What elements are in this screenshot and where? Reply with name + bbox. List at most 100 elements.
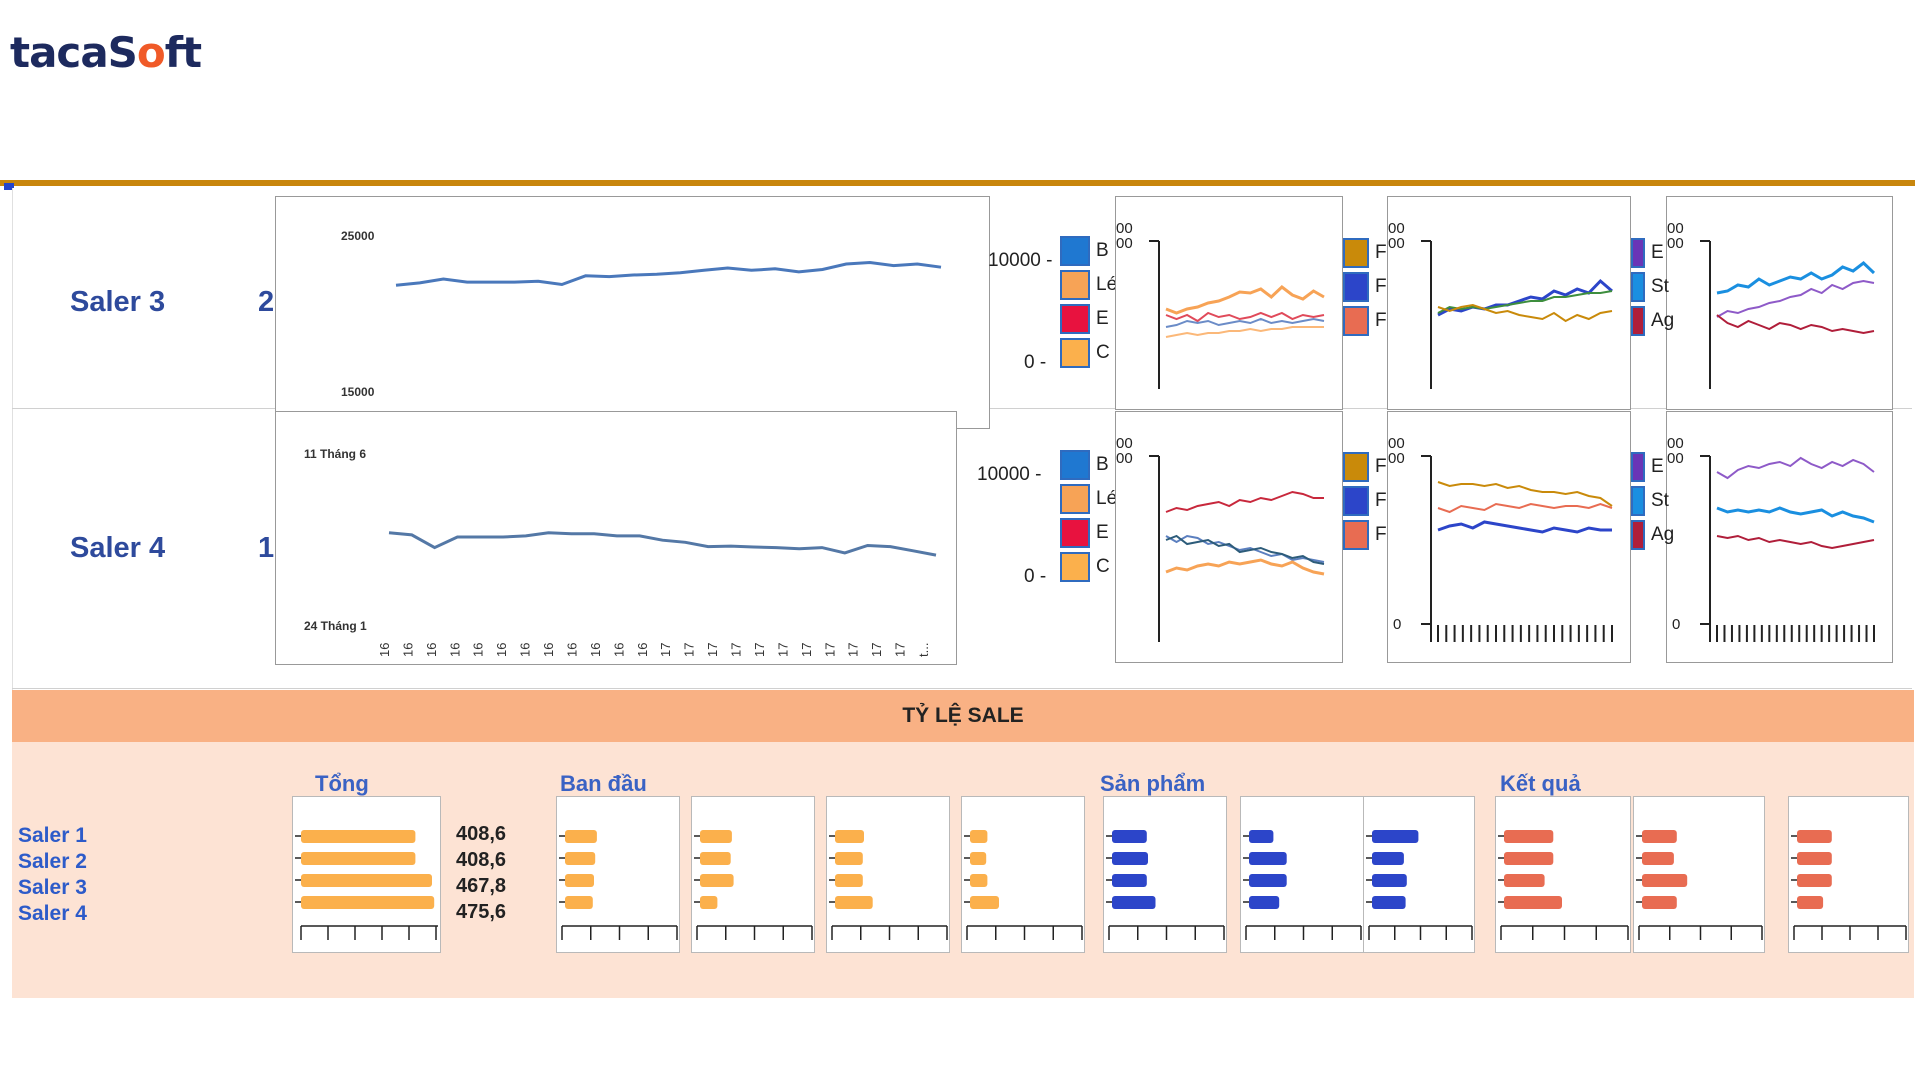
mini-bar-chart[interactable] <box>1240 796 1364 953</box>
axis-label: 00 <box>1388 450 1405 467</box>
legend-label: E <box>1096 308 1109 329</box>
mini-bar <box>1642 874 1688 887</box>
section-title-tong: Tổng <box>315 771 369 796</box>
axis-label: 00 <box>1116 220 1133 237</box>
legend-swatch <box>1060 270 1090 300</box>
mini-bar-chart[interactable] <box>1633 796 1765 953</box>
small-line-chart[interactable]: 00 00 <box>1666 196 1893 410</box>
axis-label: 00 <box>1116 450 1133 467</box>
small-line-chart[interactable]: 00 00 <box>1115 196 1343 410</box>
legend-swatch <box>1343 520 1369 550</box>
axis-label: 0 <box>1672 616 1680 633</box>
legend-swatch <box>1343 272 1369 302</box>
selection-handle[interactable] <box>4 183 14 190</box>
mini-bar <box>700 852 731 865</box>
mini-bar-chart[interactable] <box>1788 796 1909 953</box>
mini-bar-chart[interactable] <box>1495 796 1631 953</box>
total-value: 408,6 <box>456 823 507 845</box>
mini-bar <box>835 852 863 865</box>
line-series <box>388 531 937 557</box>
legend-swatch <box>1343 238 1369 268</box>
series-line <box>1165 534 1325 563</box>
mini-bar-chart[interactable] <box>691 796 815 953</box>
x-tick-label: 16 <box>541 643 556 657</box>
legend-swatch <box>1060 338 1090 368</box>
axis-label: 00 <box>1667 435 1684 452</box>
legend-label: F <box>1375 524 1387 545</box>
mini-bar-chart[interactable] <box>556 796 680 953</box>
mini-bar-chart[interactable] <box>1363 796 1475 953</box>
small-line-chart[interactable]: 00 00 0 <box>1387 411 1631 663</box>
line-chart-saler-4[interactable]: 11 Tháng 6 24 Tháng 1 16 16 16 16 16 16 16 16 16… <box>275 411 957 665</box>
mini-bar <box>700 830 732 843</box>
x-tick-label: 16 <box>518 643 533 657</box>
x-tick-label: 17 <box>729 643 744 657</box>
legend-label: F <box>1375 276 1387 297</box>
axis-label: 00 <box>1116 235 1133 252</box>
mini-bar <box>565 874 594 887</box>
y-axis-top-label: 11 Tháng 6 <box>304 447 367 461</box>
legend-label: F <box>1375 456 1387 477</box>
series-line <box>1165 558 1325 576</box>
legend-label: E <box>1651 242 1664 263</box>
legend-label: F <box>1375 310 1387 331</box>
saler-label: Saler 3 <box>18 876 87 899</box>
legend-label: F <box>1375 490 1387 511</box>
series-line <box>1716 314 1875 335</box>
mini-bar <box>1504 830 1554 843</box>
mini-bar <box>970 874 988 887</box>
mini-bar-chart[interactable] <box>961 796 1085 953</box>
x-tick-label: 17 <box>893 643 908 657</box>
legend-label: F <box>1375 242 1387 263</box>
small-line-chart[interactable]: 00 00 0 <box>1666 411 1893 663</box>
line-chart-saler-3[interactable]: 25000 15000 <box>275 196 990 429</box>
legend-swatch <box>1060 518 1090 548</box>
legend-label: Lé <box>1096 488 1118 509</box>
legend-axis-top: 10000 - <box>977 464 1042 485</box>
legend-axis-bottom: 0 - <box>1024 352 1047 373</box>
legend-swatch <box>1343 306 1369 336</box>
mini-bar <box>1372 852 1404 865</box>
axis-label: 00 <box>1667 235 1684 252</box>
total-value: 475,6 <box>456 901 507 923</box>
legend-swatch <box>1631 486 1645 516</box>
small-line-chart[interactable]: 00 00 <box>1387 196 1631 410</box>
x-tick-label: 16 <box>400 643 415 657</box>
mini-bar <box>1642 830 1677 843</box>
section-title-ket-qua: Kết quả <box>1500 771 1581 796</box>
series-line <box>1437 303 1613 323</box>
legend-axis-bottom: 0 - <box>1024 566 1047 587</box>
x-tick-label: 16 <box>377 643 392 657</box>
legend-swatch <box>1631 306 1645 336</box>
mini-bar-chart[interactable] <box>826 796 950 953</box>
legend-swatch <box>1060 484 1090 514</box>
total-bar-chart[interactable] <box>292 796 441 953</box>
mini-bar <box>835 896 873 909</box>
legend-swatch <box>1631 452 1645 482</box>
mini-bar <box>1112 896 1156 909</box>
small-line-chart[interactable]: 00 00 <box>1115 411 1343 663</box>
axis-label: 0 <box>1393 616 1401 633</box>
axis-label: 00 <box>1667 220 1684 237</box>
mini-bar <box>1372 830 1419 843</box>
x-tick-label: t... <box>916 643 931 657</box>
legend-label: C <box>1096 556 1110 577</box>
legend-swatch <box>1060 450 1090 480</box>
mini-bar-chart[interactable] <box>1103 796 1227 953</box>
saler-label: Saler 2 <box>18 850 87 873</box>
series-line <box>1716 456 1875 480</box>
legend-label: B <box>1096 240 1109 261</box>
mini-bar <box>1504 874 1545 887</box>
total-value: 408,6 <box>456 849 507 871</box>
mini-bar <box>1112 874 1147 887</box>
axis-label: 00 <box>1388 435 1405 452</box>
series-line <box>1437 520 1612 534</box>
mini-bar <box>970 896 999 909</box>
mini-bar <box>1372 874 1407 887</box>
x-tick-label: 16 <box>494 643 509 657</box>
x-tick-label: 17 <box>846 643 861 657</box>
series-line <box>1437 278 1613 317</box>
x-tick-label: 17 <box>705 643 720 657</box>
y-axis-top-label: 25000 <box>341 229 375 243</box>
legend-label: E <box>1651 456 1664 477</box>
